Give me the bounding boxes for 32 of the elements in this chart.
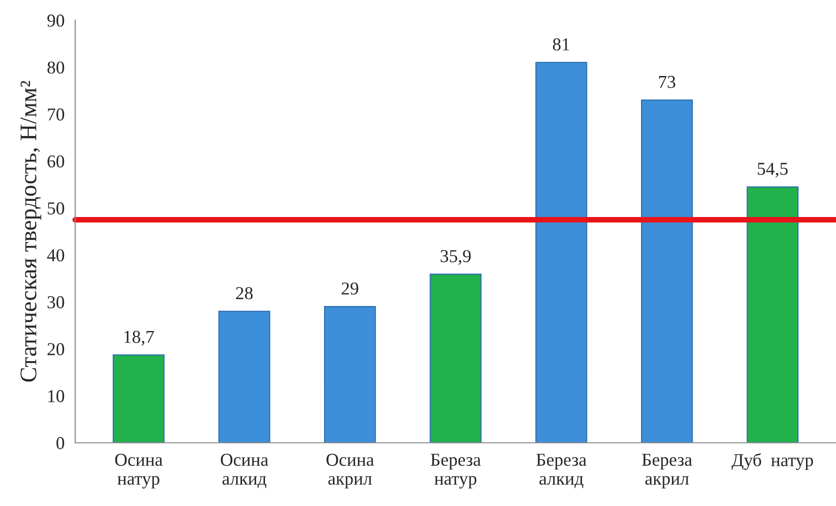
- data-label: 28: [236, 287, 253, 300]
- y-tick-label: 30: [48, 296, 64, 308]
- bar: [535, 62, 588, 443]
- y-tick-label: 0: [56, 437, 64, 450]
- y-axis-title: Статическая твердость, Н/мм²: [20, 80, 42, 382]
- bar: [746, 186, 799, 443]
- data-label: 18,7: [124, 330, 154, 346]
- bar: [324, 306, 376, 443]
- y-tick-label: 50: [48, 202, 64, 214]
- bar: [641, 99, 693, 443]
- x-tick-label: Береза натур: [430, 454, 481, 488]
- x-tick-label: Осина акрил: [326, 454, 374, 488]
- y-tick-label: 60: [48, 155, 64, 168]
- data-label: 54,5: [758, 162, 788, 178]
- y-tick-label: 90: [47, 14, 64, 27]
- data-label: 29: [342, 282, 358, 295]
- bar: [430, 274, 482, 443]
- x-tick-label: Береза алкид: [536, 454, 586, 488]
- y-tick-label: 70: [48, 108, 64, 121]
- bar: [218, 310, 270, 443]
- x-tick-label: Береза акрил: [642, 454, 692, 488]
- y-tick-label: 80: [47, 61, 64, 74]
- x-tick-label: Дуб натур: [732, 453, 813, 470]
- data-label: 73: [659, 76, 676, 88]
- x-tick-label: Осина алкид: [220, 454, 268, 488]
- x-tick-label: Осина натур: [115, 454, 163, 488]
- y-tick-label: 40: [47, 249, 64, 262]
- y-tick-label: 10: [48, 390, 64, 402]
- y-tick-label: 20: [48, 343, 64, 356]
- data-label: 81: [552, 38, 570, 50]
- bar: [112, 354, 165, 443]
- data-label: 35,9: [440, 250, 471, 265]
